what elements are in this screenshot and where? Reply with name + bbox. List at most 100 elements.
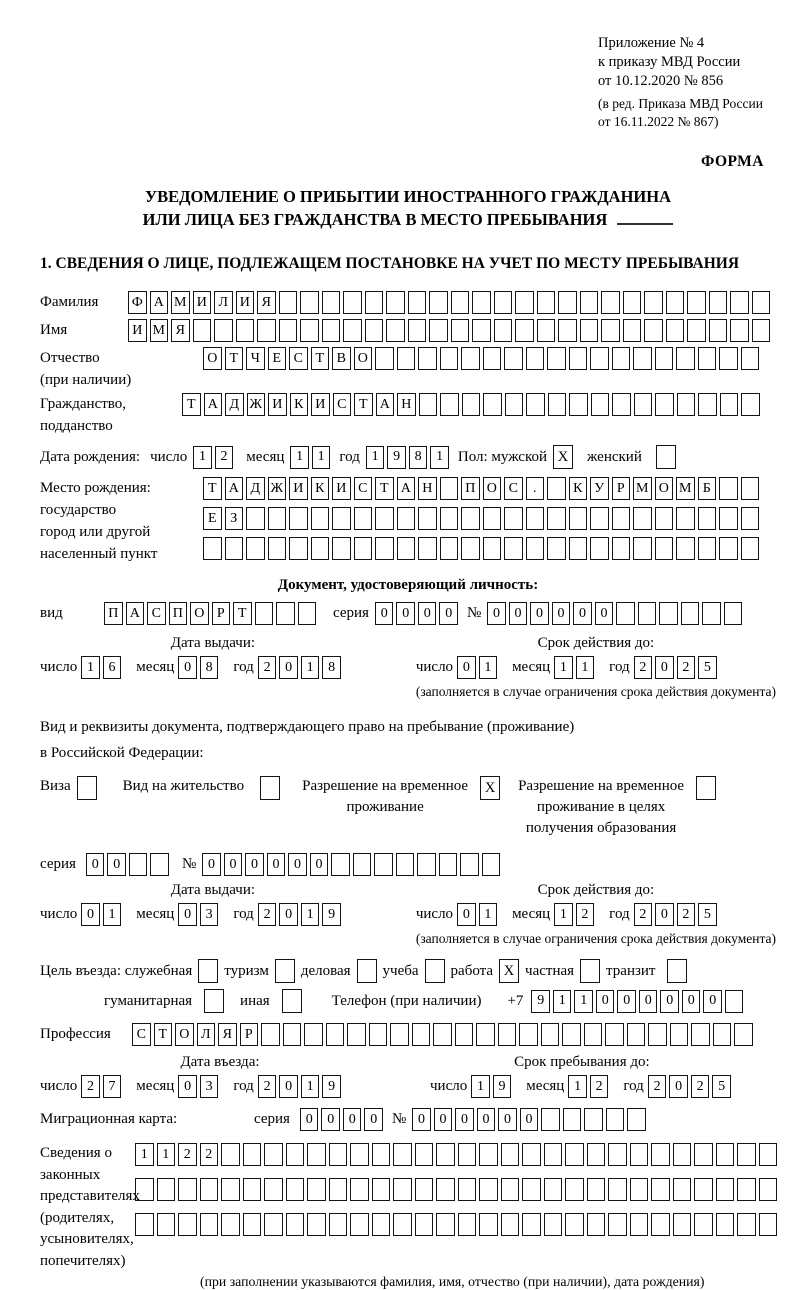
char-cell[interactable] [525,347,544,370]
char-cell[interactable] [429,319,448,342]
char-cell[interactable] [328,1178,347,1201]
char-cell[interactable]: А [203,393,222,416]
char-cell[interactable]: С [504,477,523,500]
char-cell[interactable]: 2 [633,903,653,926]
char-cell[interactable] [719,347,738,370]
char-cell[interactable] [626,1023,645,1046]
char-cell[interactable] [536,319,555,342]
char-cell[interactable]: 0 [417,602,437,625]
char-cell[interactable] [493,319,512,342]
char-cell[interactable]: З [224,507,243,530]
char-cell[interactable] [472,319,491,342]
char-cell[interactable] [676,393,695,416]
char-cell[interactable] [633,507,652,530]
char-cell[interactable] [221,1213,240,1236]
char-cell[interactable] [611,507,630,530]
char-cell[interactable] [396,507,415,530]
char-cell[interactable]: П [461,477,480,500]
char-cell[interactable] [390,1023,409,1046]
char-cell[interactable] [267,507,286,530]
char-cell[interactable] [608,1178,627,1201]
char-cell[interactable] [697,507,716,530]
char-cell[interactable]: 0 [342,1108,362,1131]
char-cell[interactable] [386,319,405,342]
char-cell[interactable] [541,1108,560,1131]
char-cell[interactable] [547,393,566,416]
char-cell[interactable] [612,393,631,416]
char-cell[interactable]: Ж [267,477,286,500]
char-cell[interactable] [300,319,319,342]
char-cell[interactable] [633,347,652,370]
char-cell[interactable] [418,537,437,560]
char-cell[interactable] [708,319,727,342]
char-cell[interactable] [515,319,534,342]
char-cell[interactable] [723,602,743,625]
char-cell[interactable]: 0 [498,1108,517,1131]
char-cell[interactable]: 1 [102,903,122,926]
char-cell[interactable]: Ч [246,347,265,370]
char-cell[interactable] [353,507,372,530]
char-cell[interactable] [429,291,448,314]
char-cell[interactable]: 0 [439,602,458,625]
char-cell[interactable]: Н [418,477,437,500]
char-cell[interactable]: 0 [279,656,298,679]
char-cell[interactable] [565,1178,584,1201]
purpose-transit-checkbox[interactable] [667,959,688,983]
char-cell[interactable]: 2 [690,1075,710,1098]
char-cell[interactable] [439,537,458,560]
char-cell[interactable] [694,1178,713,1201]
char-cell[interactable]: О [353,347,372,370]
purpose-humanitarian-checkbox[interactable] [204,989,225,1013]
char-cell[interactable]: 2 [589,1075,609,1098]
char-cell[interactable] [332,507,351,530]
char-cell[interactable]: П [168,602,187,625]
char-cell[interactable]: 1 [478,656,498,679]
char-cell[interactable]: 0 [309,853,329,876]
char-cell[interactable] [439,507,458,530]
char-cell[interactable] [178,1213,197,1236]
char-cell[interactable]: 1 [575,656,595,679]
char-cell[interactable] [285,1213,304,1236]
char-cell[interactable]: Т [153,1023,172,1046]
char-cell[interactable] [321,319,340,342]
purpose-tourism-checkbox[interactable] [274,959,295,983]
char-cell[interactable] [547,537,566,560]
char-cell[interactable]: 2 [676,903,696,926]
char-cell[interactable]: О [482,477,501,500]
char-cell[interactable] [622,319,641,342]
purpose-business-checkbox[interactable] [356,959,377,983]
char-cell[interactable]: 9 [322,1075,341,1098]
char-cell[interactable] [307,1178,326,1201]
char-cell[interactable] [278,291,297,314]
char-cell[interactable] [254,602,273,625]
char-cell[interactable] [353,537,372,560]
char-cell[interactable] [418,347,437,370]
char-cell[interactable] [708,291,727,314]
char-cell[interactable]: 0 [178,656,197,679]
char-cell[interactable]: 1 [81,656,100,679]
char-cell[interactable]: М [633,477,652,500]
char-cell[interactable]: И [289,477,308,500]
char-cell[interactable] [438,853,458,876]
char-cell[interactable] [371,1178,390,1201]
char-cell[interactable]: 9 [322,903,341,926]
char-cell[interactable] [418,393,437,416]
char-cell[interactable]: 1 [568,1075,587,1098]
char-cell[interactable] [698,393,717,416]
char-cell[interactable]: 1 [300,656,320,679]
char-cell[interactable]: 5 [712,1075,731,1098]
char-cell[interactable] [562,1023,581,1046]
char-cell[interactable] [659,602,678,625]
char-cell[interactable]: 1 [311,445,331,469]
char-cell[interactable] [199,1213,218,1236]
char-cell[interactable]: 0 [487,602,506,625]
char-cell[interactable] [536,291,555,314]
char-cell[interactable] [310,507,329,530]
char-cell[interactable] [740,477,759,500]
char-cell[interactable] [676,347,695,370]
char-cell[interactable]: А [125,602,144,625]
char-cell[interactable]: Т [375,477,394,500]
char-cell[interactable] [482,537,501,560]
char-cell[interactable]: И [268,393,287,416]
char-cell[interactable] [558,291,577,314]
